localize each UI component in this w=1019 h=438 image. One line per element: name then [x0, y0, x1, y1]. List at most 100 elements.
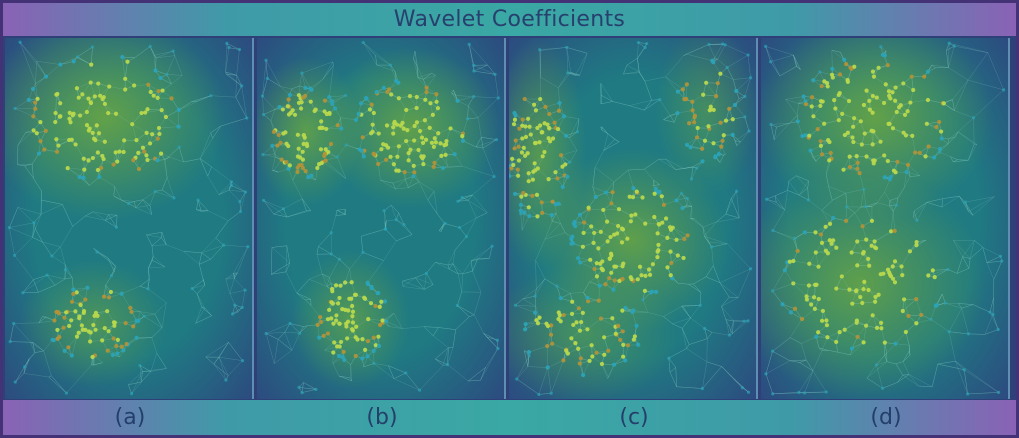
graph-node [91, 322, 96, 328]
graph-node [430, 112, 435, 117]
graph-node [788, 310, 793, 315]
graph-node [45, 273, 49, 277]
graph-node [588, 257, 593, 262]
graph-node [300, 165, 306, 171]
graph-node [144, 130, 149, 135]
graph-node [941, 101, 946, 106]
graph-node [557, 100, 562, 106]
graph-node [879, 320, 884, 325]
graph-node [511, 122, 517, 127]
graph-node [537, 140, 542, 145]
graph-node [323, 147, 328, 152]
graph-node [371, 110, 376, 116]
graph-node [86, 96, 91, 101]
graph-node [330, 289, 335, 294]
graph-node [519, 212, 523, 216]
graph-node [261, 198, 266, 202]
graph-node [50, 254, 54, 258]
graph-node [240, 305, 244, 310]
graph-node [363, 347, 368, 352]
graph-node [660, 220, 665, 225]
graph-node [603, 282, 608, 287]
graph-node [723, 118, 729, 123]
graph-node [668, 249, 673, 254]
graph-node [579, 319, 584, 325]
graph-node [640, 195, 645, 200]
graph-node [69, 318, 74, 323]
graph-node [90, 45, 95, 49]
graph-node [684, 142, 690, 147]
graph-node [849, 250, 854, 255]
graph-node [90, 155, 95, 161]
graph-node [455, 303, 459, 308]
graph-node [339, 126, 344, 131]
graph-node [867, 107, 872, 112]
graph-node [134, 318, 139, 323]
graph-node [286, 166, 291, 171]
graph-node [381, 142, 386, 147]
graph-node [850, 135, 855, 140]
graph-node [102, 139, 107, 144]
graph-node [123, 321, 128, 326]
graph-node [643, 221, 648, 226]
graph-node [298, 106, 304, 111]
graph-node [888, 274, 894, 279]
graph-node [914, 239, 919, 245]
graph-node [602, 352, 607, 357]
graph-node [431, 164, 436, 170]
graph-node [609, 253, 614, 258]
graph-node [316, 162, 322, 167]
graph-node [574, 320, 579, 325]
graph-node [443, 221, 447, 225]
graph-node [847, 287, 852, 292]
graph-node [670, 225, 675, 230]
graph-node [573, 340, 578, 346]
panel-c [509, 38, 758, 399]
graph-node [540, 154, 545, 159]
graph-node [695, 125, 700, 131]
graph-node [859, 142, 864, 147]
graph-node [832, 97, 837, 103]
graph-node [327, 94, 332, 100]
graph-node [813, 230, 818, 235]
graph-node [366, 317, 371, 322]
caption-band [3, 400, 1016, 435]
graph-node [879, 45, 883, 49]
graph-node [846, 98, 852, 104]
graph-node [533, 108, 539, 113]
graph-node [56, 143, 61, 148]
graph-node [655, 255, 660, 260]
graph-node [300, 71, 304, 75]
graph-node [886, 89, 892, 94]
graph-node [939, 129, 944, 134]
panel-graph [257, 38, 504, 399]
graph-node [362, 296, 368, 301]
graph-node [727, 333, 732, 337]
graph-node [901, 130, 906, 135]
graph-node [864, 204, 868, 209]
graph-node [319, 319, 324, 325]
graph-node [420, 156, 425, 161]
graph-node [532, 141, 538, 146]
graph-node [343, 280, 348, 285]
graph-node [423, 137, 429, 142]
graph-node [383, 227, 388, 231]
graph-node [43, 128, 48, 133]
graph-node [229, 180, 234, 184]
graph-node [287, 92, 292, 98]
graph-node [747, 129, 751, 133]
graph-node [328, 141, 334, 147]
graph-node [996, 390, 1001, 395]
graph-node [870, 110, 875, 115]
graph-node [510, 156, 515, 162]
graph-node [526, 179, 531, 184]
graph-node [94, 123, 99, 128]
graph-node [81, 156, 86, 161]
graph-node [746, 319, 750, 323]
graph-node [592, 230, 597, 236]
graph-node [424, 90, 429, 95]
graph-node [874, 95, 879, 100]
graph-node [238, 209, 243, 214]
graph-node [907, 249, 913, 254]
graph-node [823, 248, 828, 253]
